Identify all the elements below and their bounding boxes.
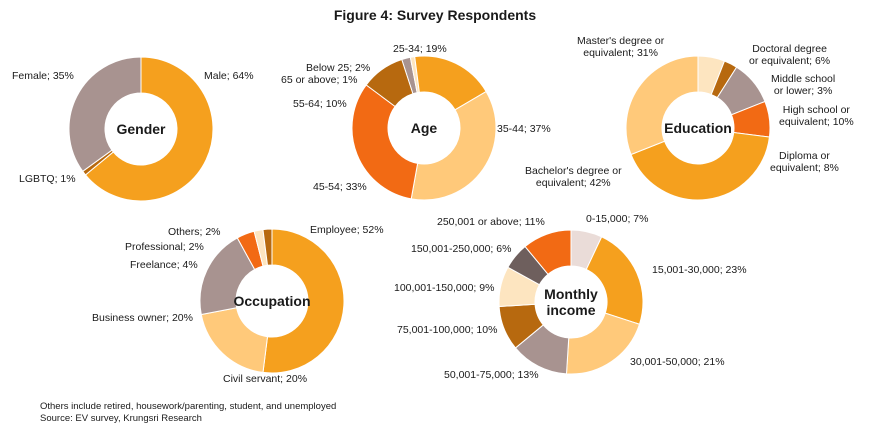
- gender-label-female: Female; 35%: [12, 70, 74, 82]
- income-center-label-line2: income: [546, 302, 596, 318]
- age-label-45-54: 45-54; 33%: [313, 181, 367, 193]
- donut-slice-master-s-degree-or-equivalent: [625, 55, 699, 156]
- income-label-100001-150000: 100,001-150,000; 9%: [394, 282, 495, 294]
- age-label-below-25: Below 25; 2%: [306, 62, 371, 74]
- donut-slice-employee: [262, 228, 345, 374]
- income-center-label-line1: Monthly: [544, 286, 598, 302]
- donut-slice-bachelor-s-degree-or-equivalent: [630, 131, 770, 201]
- age-label-65-above: 65 or above; 1%: [281, 74, 358, 86]
- age-center-label: Age: [410, 120, 438, 136]
- income-label-30001-50000: 30,001-50,000; 21%: [630, 356, 725, 368]
- income-label-250001-above: 250,001 or above; 11%: [437, 216, 545, 228]
- education-center-label: Education: [664, 120, 732, 136]
- occupation-label-freelance: Freelance; 4%: [130, 259, 198, 271]
- donut-slice-45-54: [351, 84, 419, 200]
- age-label-55-64: 55-64; 10%: [293, 98, 347, 110]
- occupation-label-civil-servant: Civil servant; 20%: [223, 373, 308, 385]
- donut-slice-female: [68, 56, 142, 173]
- education-label-middle-school: Middle school or lower; 3%: [771, 73, 836, 97]
- occupation-center-label: Occupation: [233, 293, 311, 309]
- donut-slice-30-001-50-000: [565, 312, 641, 375]
- education-label-high-school: High school or equivalent; 10%: [779, 104, 854, 128]
- income-label-15001-30000: 15,001-30,000; 23%: [652, 264, 747, 276]
- age-label-35-44: 35-44; 37%: [497, 123, 551, 135]
- footnote-source: Source: EV survey, Krungsri Research: [40, 413, 202, 424]
- education-label-bachelor: Bachelor's degree or equivalent; 42%: [525, 165, 622, 189]
- education-label-master: Master's degree or equivalent; 31%: [577, 35, 665, 59]
- occupation-label-business-owner: Business owner; 20%: [92, 312, 193, 324]
- occupation-label-professional: Professional; 2%: [125, 241, 204, 253]
- donut-slice-male: [84, 56, 214, 202]
- education-label-doctoral: Doctoral degree or equivalent; 6%: [749, 43, 831, 67]
- donut-slice-250-001-or-above: [524, 229, 572, 275]
- figure-title: Figure 4: Survey Respondents: [333, 7, 537, 23]
- education-label-diploma: Diploma or equivalent; 8%: [770, 150, 839, 174]
- income-label-150001-250000: 150,001-250,000; 6%: [411, 243, 512, 255]
- occupation-label-others: Others; 2%: [168, 226, 221, 238]
- income-center-label: Monthly income: [544, 286, 598, 318]
- age-label-25-34: 25-34; 19%: [393, 43, 447, 55]
- income-label-75001-100000: 75,001-100,000; 10%: [397, 324, 498, 336]
- donut-slice-others: [262, 228, 273, 266]
- income-label-50001-75000: 50,001-75,000; 13%: [444, 369, 539, 381]
- income-label-0-15000: 0-15,000; 7%: [586, 213, 649, 225]
- donut-slice-civil-servant: [200, 307, 269, 373]
- gender-label-male: Male; 64%: [204, 70, 254, 82]
- donut-slice-55-64: [365, 58, 414, 108]
- footnote-others: Others include retired, housework/parent…: [40, 401, 337, 412]
- occupation-label-employee: Employee; 52%: [310, 224, 384, 236]
- donut-slice-35-44: [410, 90, 497, 201]
- gender-center-label: Gender: [116, 121, 166, 137]
- gender-label-lgbtq: LGBTQ; 1%: [19, 173, 76, 185]
